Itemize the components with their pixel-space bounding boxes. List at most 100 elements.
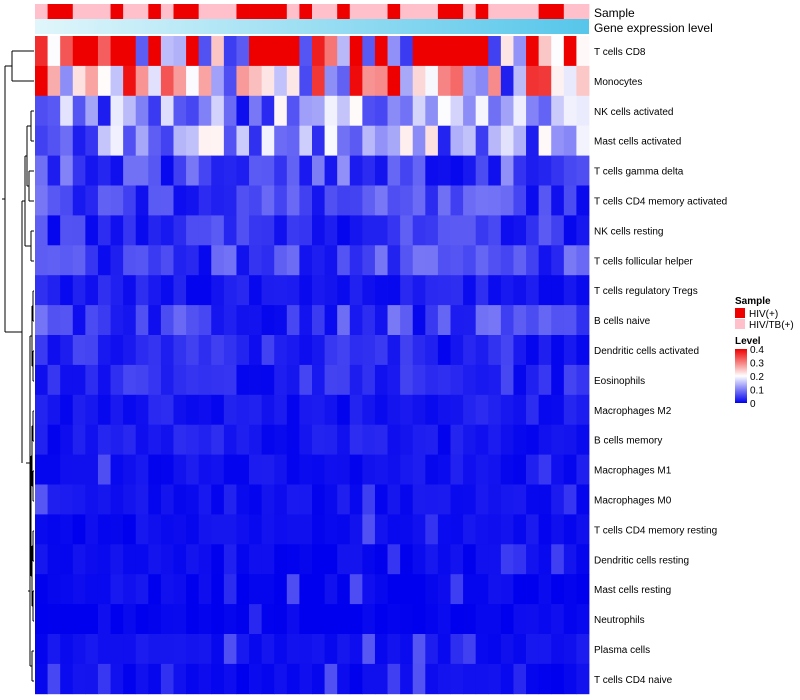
heatmap-cell	[362, 574, 376, 605]
heatmap-cell	[576, 155, 590, 186]
heatmap-cell	[576, 275, 590, 306]
heatmap-cell	[261, 125, 275, 156]
heatmap-cell	[538, 215, 552, 246]
sample-annotation-cell	[576, 4, 590, 19]
heatmap-cell	[563, 215, 577, 246]
heatmap-cell	[513, 514, 527, 545]
heatmap-cell	[123, 215, 137, 246]
heatmap-cell	[173, 484, 187, 515]
heatmap-cell	[35, 634, 48, 665]
heatmap-cell	[450, 663, 464, 695]
heatmap-cell	[513, 185, 527, 216]
heatmap-cell	[324, 424, 338, 455]
heatmap-cell	[286, 305, 300, 336]
heatmap-cell	[198, 364, 212, 396]
heatmap-cell	[337, 604, 351, 635]
heatmap-cell	[223, 65, 237, 97]
row-label: B cells memory	[594, 436, 662, 447]
heatmap-cell	[47, 125, 61, 156]
heatmap-cell	[425, 484, 439, 515]
heatmap-cell	[198, 185, 212, 216]
heatmap-cell	[551, 424, 565, 455]
heatmap-cell	[425, 424, 439, 455]
sample-annotation-cell	[488, 4, 502, 19]
heatmap-cell	[223, 364, 237, 396]
heatmap-cell	[526, 663, 540, 695]
heatmap-cell	[123, 305, 137, 336]
heatmap-cell	[475, 245, 489, 276]
heatmap-cell	[236, 574, 250, 605]
heatmap-cell	[437, 95, 451, 127]
heatmap-cell	[35, 95, 48, 127]
heatmap-cell	[135, 394, 149, 426]
heatmap-cell	[249, 514, 263, 545]
heatmap-cell	[513, 634, 527, 665]
heatmap-cell	[463, 185, 477, 216]
heatmap-cell	[324, 514, 338, 545]
heatmap-cell	[576, 424, 590, 455]
heatmap-cell	[236, 663, 250, 695]
legend-level-tick: 0.1	[750, 386, 764, 397]
heatmap-cell	[135, 663, 149, 695]
heatmap-cell	[387, 663, 401, 695]
heatmap-cell	[538, 454, 552, 485]
heatmap-cell	[500, 484, 514, 515]
row-label: T cells CD4 memory resting	[594, 525, 717, 536]
heatmap-cell	[475, 155, 489, 186]
heatmap-cell	[488, 364, 502, 396]
sample-track-label: Sample	[594, 6, 635, 20]
heatmap-cell	[513, 394, 527, 426]
heatmap-cell	[236, 394, 250, 426]
sample-annotation-cell	[186, 4, 200, 19]
heatmap-cell	[148, 364, 162, 396]
heatmap-cell	[85, 604, 99, 635]
heatmap-cell	[72, 364, 86, 396]
heatmap-cell	[60, 125, 74, 156]
heatmap-cell	[475, 514, 489, 545]
heatmap-cell	[135, 275, 149, 306]
sample-annotation-cell	[72, 4, 86, 19]
heatmap-cell	[551, 185, 565, 216]
heatmap-cell	[513, 36, 527, 67]
sample-annotation-cell	[400, 4, 414, 19]
heatmap-cell	[425, 634, 439, 665]
heatmap-cell	[286, 424, 300, 455]
heatmap-cell	[526, 95, 540, 127]
heatmap-cell	[488, 574, 502, 605]
sample-annotation-cell	[135, 4, 149, 19]
heatmap-cell	[349, 155, 363, 186]
heatmap-cell	[563, 245, 577, 276]
heatmap-cell	[500, 544, 514, 575]
heatmap-cell	[110, 484, 124, 515]
heatmap-cell	[299, 245, 313, 276]
heatmap-cell	[400, 185, 414, 216]
heatmap-cell	[211, 424, 225, 455]
row-label: Mast cells activated	[594, 137, 681, 148]
heatmap-cell	[85, 424, 99, 455]
heatmap-cell	[148, 185, 162, 216]
heatmap-cell	[312, 36, 325, 67]
heatmap-cell	[526, 185, 540, 216]
heatmap-cell	[563, 544, 577, 575]
heatmap-cell	[261, 245, 275, 276]
heatmap-cell	[362, 394, 376, 426]
sample-annotation-cell	[286, 4, 300, 19]
heatmap-cell	[47, 634, 61, 665]
sample-annotation-cell	[148, 4, 162, 19]
heatmap-cell	[412, 245, 426, 276]
heatmap-cell	[412, 65, 426, 97]
heatmap-cell	[123, 185, 137, 216]
heatmap-cell	[47, 544, 61, 575]
heatmap-cell	[223, 394, 237, 426]
heatmap-cell	[412, 125, 426, 156]
heatmap-cell	[374, 544, 388, 575]
heatmap-cell	[211, 275, 225, 306]
heatmap-cell	[538, 155, 552, 186]
heatmap-cell	[135, 65, 149, 97]
heatmap-cell	[223, 634, 237, 665]
heatmap-cell	[576, 484, 590, 515]
heatmap-cell	[312, 484, 325, 515]
heatmap-cell	[324, 36, 338, 67]
sample-annotation-cell	[236, 4, 250, 19]
